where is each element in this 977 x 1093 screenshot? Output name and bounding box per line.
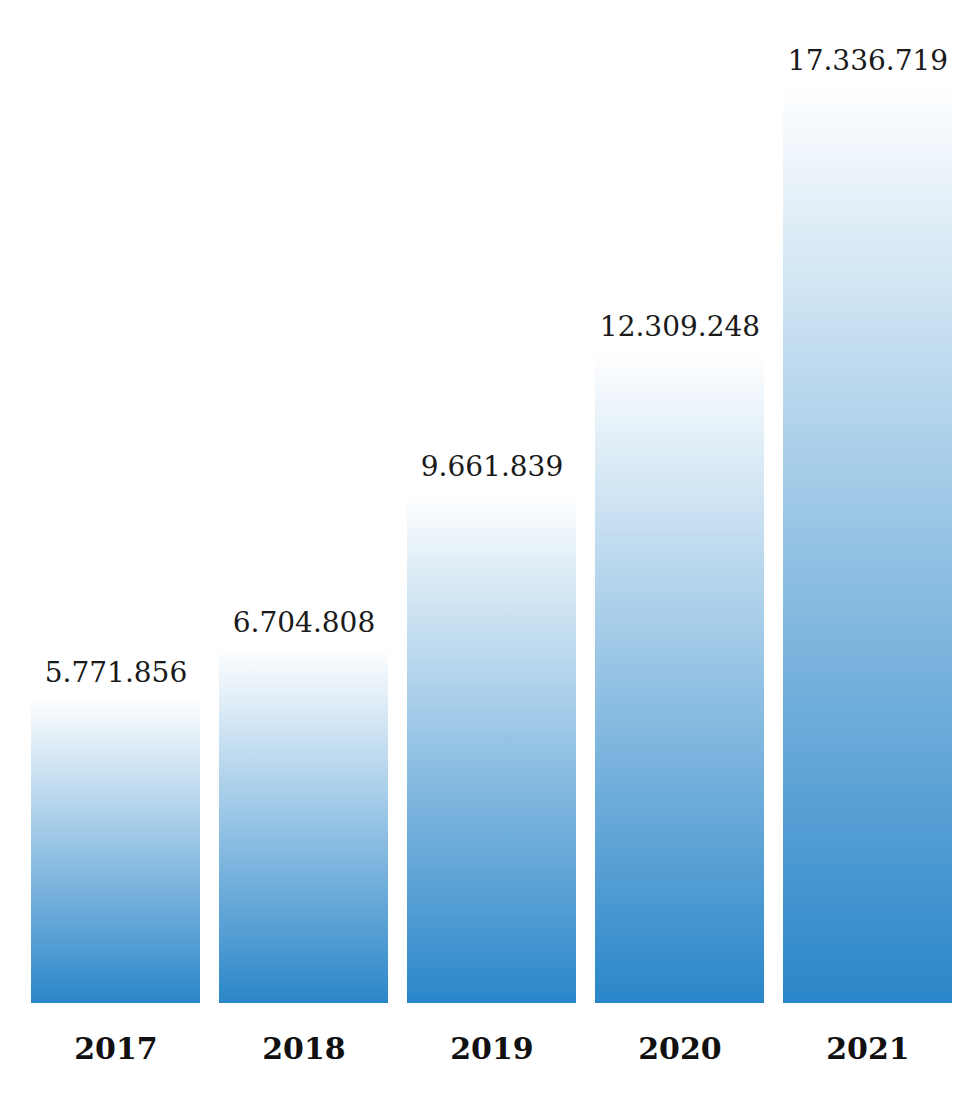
svg-text:2018: 2018 (262, 1031, 346, 1066)
svg-text:2021: 2021 (826, 1031, 910, 1066)
svg-text:9.661.839: 9.661.839 (421, 450, 564, 483)
svg-text:17.336.719: 17.336.719 (788, 44, 948, 77)
svg-text:2019: 2019 (450, 1031, 534, 1066)
svg-text:12.309.248: 12.309.248 (600, 310, 760, 343)
svg-text:2017: 2017 (74, 1031, 158, 1066)
svg-text:6.704.808: 6.704.808 (233, 606, 376, 639)
svg-text:2020: 2020 (638, 1031, 722, 1066)
svg-text:5.771.856: 5.771.856 (45, 656, 188, 689)
